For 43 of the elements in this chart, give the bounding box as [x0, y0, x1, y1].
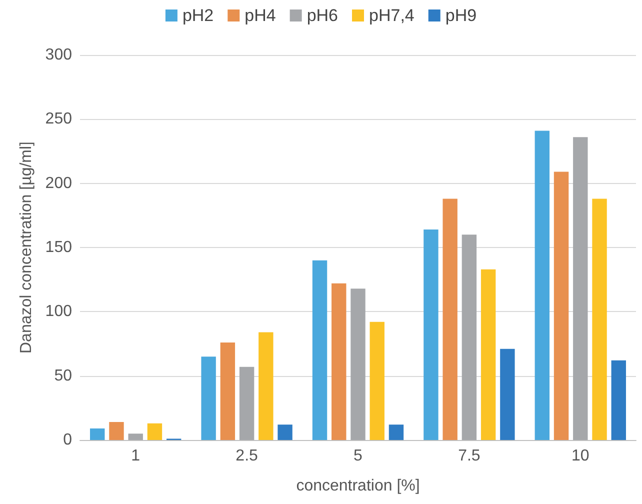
- x-tick-label: 1: [131, 448, 140, 464]
- x-axis-title: concentration [%]: [296, 478, 420, 494]
- y-tick-label: 150: [45, 239, 72, 256]
- bar: [592, 198, 607, 440]
- bar: [534, 130, 550, 440]
- bar: [201, 356, 216, 440]
- bar: [350, 288, 366, 440]
- bar: [90, 428, 105, 440]
- bar: [442, 198, 458, 440]
- bar: [388, 424, 404, 440]
- bar: [109, 422, 124, 440]
- y-tick-label: 50: [54, 367, 72, 384]
- bar: [462, 234, 477, 440]
- bar: [258, 332, 274, 440]
- legend-label: pH4: [244, 6, 276, 25]
- bar: [573, 137, 588, 440]
- bar: [500, 348, 515, 440]
- bar: [220, 342, 236, 440]
- y-tick-label: 0: [63, 432, 72, 448]
- bar: [424, 230, 438, 440]
- bar: [278, 424, 292, 440]
- bar: [611, 360, 626, 440]
- y-tick-label: 250: [45, 110, 72, 128]
- bar: [239, 366, 254, 440]
- legend-label: pH6: [306, 6, 338, 25]
- bar: [332, 283, 346, 440]
- bar: [370, 322, 384, 440]
- y-axis-title: Danazol concentration [µg/ml]: [18, 142, 35, 354]
- bar: [480, 269, 496, 440]
- bar: [128, 434, 143, 440]
- x-tick-label: 2.5: [236, 448, 258, 464]
- y-tick-label: 300: [45, 46, 72, 64]
- x-tick-label: 5: [354, 448, 363, 464]
- bar: [312, 260, 328, 440]
- bar: [554, 172, 569, 440]
- x-tick-label: 7.5: [458, 448, 480, 464]
- legend-label: pH7,4: [369, 6, 414, 25]
- bar: [147, 423, 162, 440]
- y-tick-label: 100: [45, 303, 72, 320]
- legend-label: pH2: [182, 6, 214, 25]
- x-tick-label: 10: [572, 448, 590, 464]
- legend-label: pH9: [445, 6, 477, 25]
- y-tick-label: 200: [45, 174, 72, 192]
